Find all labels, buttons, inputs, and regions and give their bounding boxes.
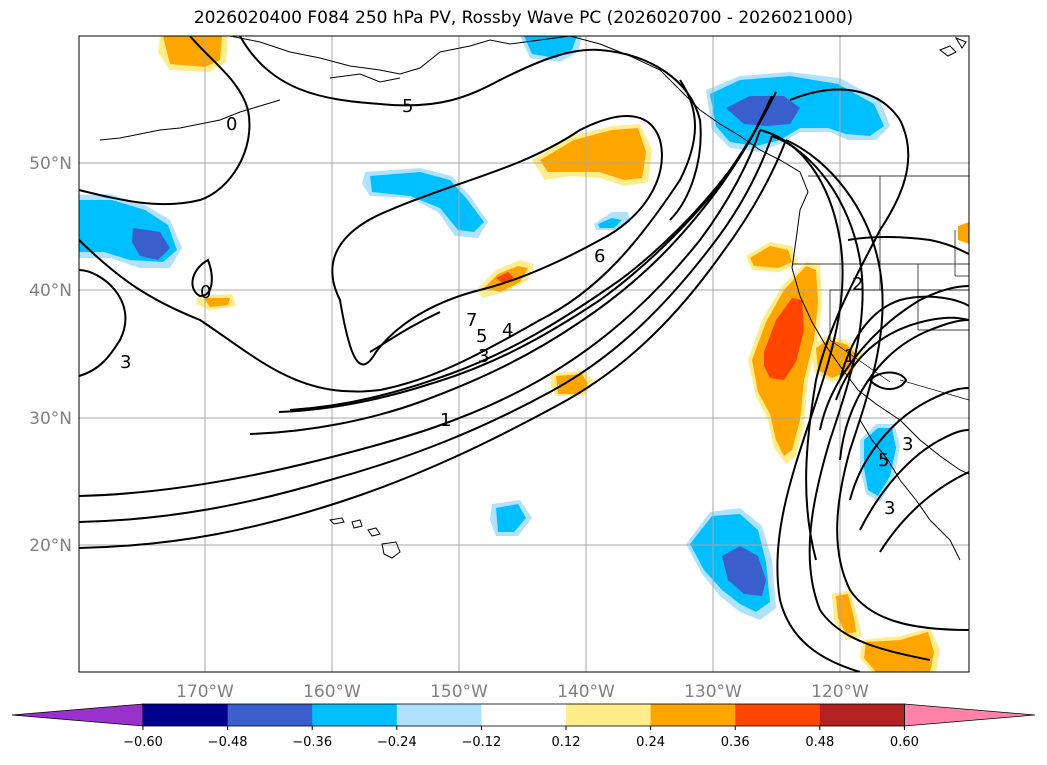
contour-label: 3	[478, 346, 489, 367]
contour-label: 0	[200, 282, 211, 303]
contour-label: 2	[852, 274, 863, 295]
contour-label: 1	[440, 410, 451, 431]
map-title: 2026020400 F084 250 hPa PV, Rossby Wave …	[193, 8, 854, 28]
colorbar-tick-label: −0.48	[208, 735, 248, 750]
contour-label: 4	[502, 320, 513, 341]
contour-label: 1	[844, 346, 855, 367]
colorbar-tick-label: 0.24	[636, 735, 665, 750]
colorbar-segment	[566, 704, 652, 726]
colorbar-tick-label: 0.12	[552, 735, 581, 750]
colorbar-extend-min	[11, 703, 144, 727]
contour-label: 3	[120, 352, 131, 373]
contour-label: 0	[226, 114, 237, 135]
colorbar-segment	[396, 704, 482, 726]
colorbar-tick-label: 0.60	[890, 735, 919, 750]
contour-labels: 5 6 7 5 4 3 1 3 2 1 0 0 5 3 3	[120, 96, 913, 519]
colorbar-frame	[142, 703, 905, 727]
contour-label: 7	[466, 310, 477, 331]
contour-label: 5	[476, 326, 487, 347]
longitude-labels: 170°W 160°W 150°W 140°W 130°W 120°W	[176, 682, 869, 702]
colorbar-tick-label: −0.36	[292, 735, 332, 750]
colorbar-segment	[650, 704, 736, 726]
lon-label: 150°W	[430, 682, 488, 702]
colorbar-tick-label: −0.24	[377, 735, 417, 750]
colorbar-tick-label: −0.12	[461, 735, 501, 750]
colorbar-extend-max	[904, 703, 1036, 727]
pv-contours	[79, 36, 969, 672]
lon-label: 130°W	[684, 682, 742, 702]
latitude-labels: 50°N 40°N 30°N 20°N	[29, 154, 72, 556]
contour-label: 3	[902, 434, 913, 455]
colorbar-segment	[735, 704, 821, 726]
lat-label: 50°N	[29, 154, 72, 174]
colorbar-segment	[227, 704, 313, 726]
lon-label: 160°W	[303, 682, 361, 702]
colorbar-segment	[819, 704, 905, 726]
colorbar-segment	[143, 704, 229, 726]
colorbar-tick-label: −0.60	[123, 735, 163, 750]
map-frame	[78, 35, 970, 673]
lat-label: 20°N	[29, 536, 72, 556]
contour-label: 5	[878, 450, 889, 471]
colorbar-tick-label: 0.48	[805, 735, 834, 750]
colorbar-tick-label: 0.36	[721, 735, 750, 750]
map-panel: 5 6 7 5 4 3 1 3 2 1 0 0 5 3 3	[78, 35, 970, 673]
contour-label: 5	[402, 96, 413, 117]
lat-label: 30°N	[29, 409, 72, 429]
lon-label: 140°W	[557, 682, 615, 702]
colorbar-segment	[481, 704, 567, 726]
graticule	[79, 36, 969, 672]
lat-label: 40°N	[29, 281, 72, 301]
colorbar: −0.60 −0.48 −0.36 −0.24 −0.12 0.12 0.24 0.36 0.4…	[11, 703, 1036, 750]
coastlines	[99, 36, 969, 561]
contour-label: 6	[594, 246, 605, 267]
colorbar-segment	[312, 704, 398, 726]
lon-label: 170°W	[176, 682, 234, 702]
lon-label: 120°W	[811, 682, 869, 702]
contour-label: 3	[884, 498, 895, 519]
